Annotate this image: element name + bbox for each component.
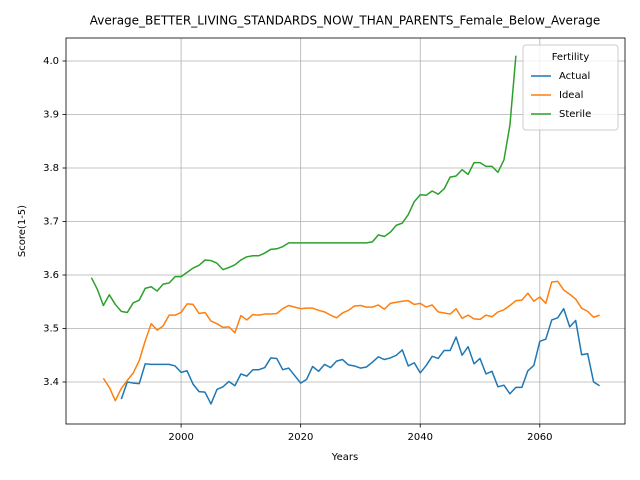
legend-title: Fertility	[552, 52, 590, 63]
y-tick-label: 3.9	[43, 110, 59, 121]
y-tick-label: 3.7	[43, 217, 59, 228]
series-line	[102, 280, 600, 402]
y-tick-label: 3.4	[43, 377, 59, 388]
legend-label: Actual	[559, 71, 590, 82]
series-line	[90, 55, 517, 314]
chart-title: Average_BETTER_LIVING_STANDARDS_NOW_THAN…	[90, 14, 600, 28]
legend-label: Ideal	[559, 90, 583, 101]
legend-box	[522, 44, 619, 131]
x-tick-label: 2040	[408, 432, 433, 443]
series-line	[120, 307, 600, 405]
x-tick-label: 2000	[168, 432, 193, 443]
y-tick-label: 3.6	[43, 270, 59, 281]
legend-label: Sterile	[559, 109, 591, 120]
y-tick-label: 3.8	[43, 163, 59, 174]
axes-frame	[65, 37, 626, 425]
x-axis-label: Years	[331, 452, 358, 463]
x-tick-label: 2020	[288, 432, 313, 443]
y-axis-label: Score(1-5)	[17, 205, 28, 257]
y-tick-label: 3.5	[43, 324, 59, 335]
y-tick-label: 4.0	[43, 56, 59, 67]
x-tick-label: 2060	[527, 432, 552, 443]
legend: Fertility Actual Ideal Sterile	[522, 44, 619, 131]
